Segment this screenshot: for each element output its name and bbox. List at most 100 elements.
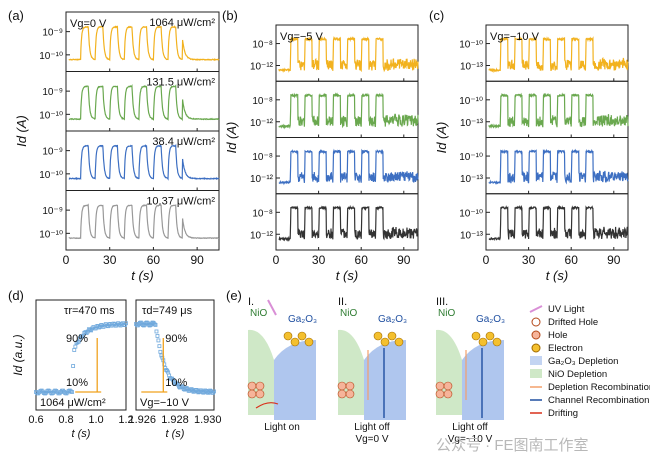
watermark: 公众号 · FE图南工作室: [436, 437, 589, 454]
electron-2: [492, 337, 502, 347]
hole-0: [247, 381, 257, 391]
d-point-right: [174, 381, 178, 386]
d-tau-right: τd=749 μs: [142, 305, 193, 317]
d-point-right: [152, 322, 157, 327]
d-point-right: [164, 368, 169, 372]
d-point-right: [147, 323, 152, 328]
legend-item: Hole: [531, 330, 568, 341]
d-point-right: [157, 344, 162, 349]
annotation-a: Vg=0 V: [70, 18, 107, 30]
ga2o3-region-2: [462, 340, 504, 420]
series-line-b-2: [278, 148, 419, 186]
hole-0: [255, 381, 265, 391]
series-line-b-0: [278, 35, 419, 74]
d-xtick-left-3: 1.2: [118, 414, 133, 426]
series-line-c-0: [488, 35, 629, 74]
x-tick-label-c-0: 0: [483, 253, 490, 267]
d-frame-left: [35, 299, 127, 411]
panel-label-b: (b): [222, 8, 238, 23]
y-axis-label-b: Id (A): [224, 122, 239, 154]
d-point-right: [155, 334, 160, 338]
d-point-right: [208, 388, 213, 393]
stage-roman-0: I.: [248, 296, 254, 308]
ga2o3-region-1: [364, 340, 406, 420]
hole-0: [255, 389, 265, 399]
hole-1: [345, 381, 355, 391]
ga2o3-region-0: [274, 340, 316, 420]
intensity-label-a-2: 38.4 μW/cm²: [152, 136, 215, 148]
electron-2: [478, 337, 488, 347]
d-point-right: [159, 353, 164, 358]
intensity-label-a-3: 10.37 μW/cm²: [146, 196, 215, 208]
d-point-right: [178, 384, 183, 389]
legend-sym-nio: [530, 369, 542, 378]
electron-0: [304, 337, 314, 347]
legend-sym-drifted-hole: [531, 317, 541, 327]
d-xtick-right-1: 1.928: [161, 414, 189, 426]
series-line-c-1: [488, 92, 629, 129]
hole-1: [337, 389, 347, 399]
hole-2: [443, 381, 453, 391]
d-xtick-left-2: 1.0: [88, 414, 103, 426]
stage-roman-1: II.: [338, 296, 347, 308]
y-axis-label-c: Id (A): [434, 122, 449, 154]
y-tick-label-c-0-1: 10⁻¹³: [460, 62, 484, 73]
d-point-left: [124, 321, 128, 326]
legend-label-2: Hole: [548, 330, 568, 341]
y-tick-label-c-0-0: 10⁻¹⁰: [459, 40, 483, 51]
series-line-c-2: [488, 148, 629, 185]
y-tick-label-c-3-0: 10⁻¹⁰: [459, 208, 483, 219]
d-point-right: [203, 388, 208, 393]
panel-label-c: (c): [429, 8, 444, 23]
d-xtick-left-1: 0.8: [58, 414, 73, 426]
legend-label-6: Depletion Recombination: [548, 382, 650, 393]
y-tick-label-a-0-0: 10⁻⁹: [42, 28, 63, 39]
legend-sym-uv: [529, 305, 543, 313]
d-point-right: [158, 349, 163, 354]
d-tau-left: τr=470 ms: [64, 305, 115, 317]
legend-item: Ga₂O₃ Depletion: [530, 356, 618, 367]
d-xlabel-left: t (s): [72, 428, 91, 440]
legend-label-4: Ga₂O₃ Depletion: [548, 356, 618, 367]
x-tick-label-c-1: 30: [522, 253, 536, 267]
d-label-10-left: 10%: [66, 377, 88, 389]
d-note-left: 1064 μW/cm²: [40, 397, 106, 409]
y-tick-label-a-3-0: 10⁻⁹: [42, 206, 63, 217]
legend-label-5: NiO Depletion: [548, 369, 607, 380]
legend-item: Channel Recombination: [530, 395, 649, 406]
legend-item: UV Light: [529, 304, 585, 315]
d-note-right: Vg=−10 V: [140, 397, 190, 409]
drift-arrow: [255, 402, 279, 409]
nio-region-1: [338, 329, 364, 415]
d-label-90-left: 90%: [66, 333, 88, 345]
d-xtick-left-0: 0.6: [28, 414, 43, 426]
d-point-right: [156, 338, 161, 343]
x-tick-label-a-1: 30: [103, 253, 117, 267]
d-point-right: [176, 382, 180, 387]
stage-roman-2: III.: [436, 296, 448, 308]
y-tick-label-b-3-1: 10⁻¹²: [250, 230, 274, 241]
nio-label-0: NiO: [250, 308, 267, 319]
legend-item: Depletion Recombination: [530, 382, 650, 393]
panel-label-e: (e): [226, 288, 242, 303]
x-tick-label-a-2: 60: [147, 253, 161, 267]
d-point-left: [72, 348, 77, 352]
nio-region-2: [436, 329, 462, 415]
x-tick-label-b-0: 0: [273, 253, 280, 267]
d-label-90-right: 90%: [165, 333, 187, 345]
y-tick-label-c-1-1: 10⁻¹³: [460, 118, 484, 129]
d-xtick-right-2: 1.930: [194, 414, 222, 426]
x-tick-label-b-2: 60: [355, 253, 369, 267]
d-point-right: [171, 377, 175, 382]
d-point-right: [167, 373, 172, 378]
y-tick-label-b-3-0: 10⁻⁸: [252, 208, 273, 219]
y-tick-label-a-3-1: 10⁻¹⁰: [39, 229, 63, 240]
series-line-b-1: [278, 92, 419, 130]
d-point-left: [73, 344, 78, 349]
x-tick-label-b-3: 90: [397, 253, 411, 267]
electron-1: [394, 337, 404, 347]
ga2o3-label-2: Ga₂O₃: [476, 314, 505, 325]
y-tick-label-b-2-0: 10⁻⁸: [252, 152, 273, 163]
subplot-frame-a-3: [65, 190, 220, 251]
x-axis-label-b: t (s): [336, 268, 358, 283]
